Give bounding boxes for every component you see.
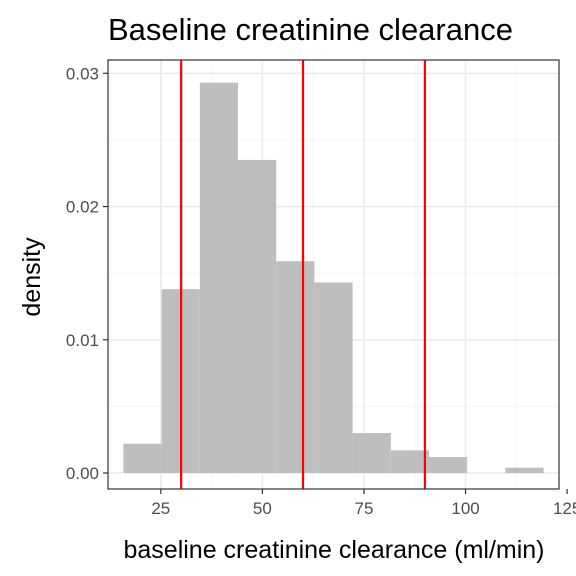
axes: 25 50 75 100 125 0.00 0.01 0.02 0.03 [66,64,576,518]
panel-border [107,59,560,490]
histogram-bar [352,433,391,474]
histogram-bar [390,450,429,474]
histogram-bar [123,443,162,474]
x-tick-label: 125 [553,499,576,518]
y-tick-label: 0.01 [66,331,99,350]
histogram-bar [314,282,353,474]
histogram-bars [123,82,544,474]
histogram-bar [505,467,544,474]
histogram-bar [428,457,468,474]
x-tick-label: 25 [151,499,170,518]
histogram-bar [238,159,277,474]
x-tick-label: 50 [253,499,272,518]
x-axis-title: baseline creatinine clearance (ml/min) [123,536,544,564]
histogram-bar [199,82,239,474]
x-tick-label: 100 [451,499,479,518]
y-tick-label: 0.00 [66,464,99,483]
chart-title: Baseline creatinine clearance [108,12,513,47]
y-tick-label: 0.03 [66,64,99,83]
histogram-bar [276,261,315,474]
x-tick-label: 75 [355,499,374,518]
reference-lines [180,60,427,489]
y-axis-title: density [18,237,46,317]
y-tick-label: 0.02 [66,198,99,217]
